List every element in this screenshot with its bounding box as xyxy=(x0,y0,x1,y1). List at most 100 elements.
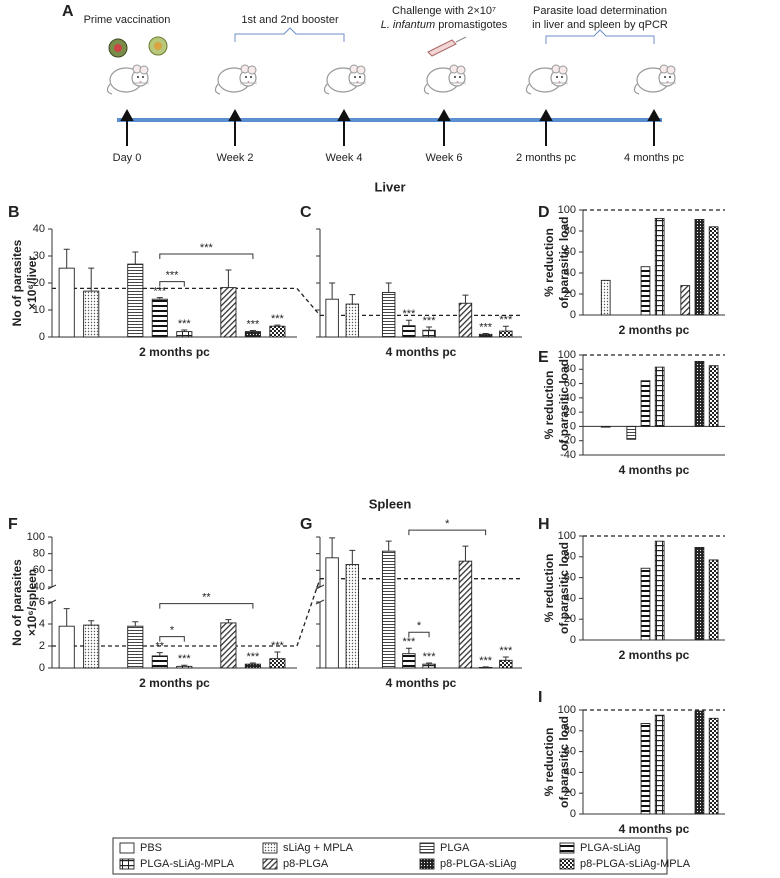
timeline-label: Prime vaccination xyxy=(84,14,171,26)
bar xyxy=(220,622,237,669)
x-axis-label: 4 months pc xyxy=(619,822,690,836)
significance: *** xyxy=(271,640,285,652)
panel-letter: A xyxy=(62,3,74,20)
bar xyxy=(325,557,339,669)
y-axis-label: % reduction xyxy=(542,728,556,797)
x-axis-label: 4 months pc xyxy=(386,345,457,359)
bracket-label: ** xyxy=(202,592,211,604)
bar xyxy=(381,292,396,338)
timepoint-label: Week 6 xyxy=(425,152,462,164)
bar xyxy=(640,567,651,641)
section-title: Spleen xyxy=(369,496,412,511)
vaccine-icon xyxy=(114,44,122,52)
bar xyxy=(680,285,691,316)
y-tick-label: 0 xyxy=(570,309,576,321)
arrow-head xyxy=(337,108,351,121)
timepoint-label: 2 months pc xyxy=(516,152,576,164)
bar xyxy=(708,365,719,427)
bar xyxy=(151,655,168,669)
y-axis-label: % reduction xyxy=(542,554,556,623)
legend: PBS sLiAg + MPLA PLGA PLGA-sLiAg PLGA-sLiAg-… xyxy=(119,842,691,870)
timeline-label: L. infantum promastigotes xyxy=(381,19,508,31)
chart: H 0 20 40 60 80 100% reduction of parasitic loa… xyxy=(538,516,725,662)
panel-letter: B xyxy=(8,204,20,221)
bar xyxy=(600,279,611,316)
chart: I 0 20 40 60 80 100% reduction of parasitic loa… xyxy=(538,689,725,836)
panel-letter: C xyxy=(300,204,312,221)
y-tick-label: 10 xyxy=(33,304,45,316)
y-tick-label: 100 xyxy=(558,530,576,542)
bar xyxy=(269,658,286,669)
legend-swatch xyxy=(262,858,278,870)
legend-label: PLGA xyxy=(440,842,470,854)
bar xyxy=(654,714,665,815)
arrow-head xyxy=(120,108,134,121)
error-bar xyxy=(88,620,95,626)
bar xyxy=(478,333,493,338)
y-tick-label: 40 xyxy=(564,392,576,404)
error-bar xyxy=(132,251,139,265)
error-bar xyxy=(63,248,70,269)
error-bar xyxy=(225,619,232,623)
bar xyxy=(478,667,493,669)
timeline-label: Parasite load determination xyxy=(533,5,667,17)
mouse-icon xyxy=(633,64,677,95)
bar xyxy=(58,267,75,338)
error-bar xyxy=(502,325,509,332)
bar xyxy=(708,717,719,815)
mouse-icon xyxy=(106,64,150,95)
significance: *** xyxy=(499,314,513,326)
bar xyxy=(345,564,360,669)
panel-letter: D xyxy=(538,204,550,221)
bar xyxy=(626,425,637,440)
bar xyxy=(640,723,651,815)
legend-swatch xyxy=(262,842,278,854)
bar xyxy=(325,298,339,338)
bracket xyxy=(159,636,185,642)
legend-swatch xyxy=(559,858,575,870)
bar xyxy=(708,226,719,316)
bar xyxy=(83,290,100,338)
significance: *** xyxy=(246,651,260,663)
bar xyxy=(127,263,144,338)
y-tick-label: 60 xyxy=(564,572,576,584)
arrow-head xyxy=(437,108,451,121)
legend-label: p8-PLGA xyxy=(283,858,329,870)
y-tick-label: 80 xyxy=(564,551,576,563)
significance: *** xyxy=(402,308,416,320)
mouse-icon xyxy=(423,64,467,95)
error-bar xyxy=(385,282,392,293)
y-tick-label: -20 xyxy=(560,435,576,447)
bracket xyxy=(159,253,254,260)
legend-label: PLGA-sLiAg xyxy=(580,842,641,854)
significance: *** xyxy=(178,318,192,330)
bar xyxy=(694,710,705,815)
significance: ** xyxy=(156,641,165,653)
mouse-icon xyxy=(323,64,367,95)
bar xyxy=(654,366,665,427)
bar xyxy=(600,425,611,428)
timepoint-label: Day 0 xyxy=(113,152,142,164)
y-tick-label: 40 xyxy=(33,223,45,235)
legend-label: PLGA-sLiAg-MPLA xyxy=(140,858,235,870)
y-tick-label: 40 xyxy=(564,766,576,778)
bar xyxy=(345,303,360,338)
timeline-label: Challenge with 2×10⁷ xyxy=(392,5,496,17)
y-axis-label: % reduction xyxy=(542,228,556,297)
legend-swatch xyxy=(119,858,135,870)
timeline-label: in liver and spleen by qPCR xyxy=(532,19,668,31)
bracket-label: * xyxy=(417,620,422,632)
significance: *** xyxy=(153,285,167,297)
significance: *** xyxy=(479,655,493,667)
x-axis-label: 4 months pc xyxy=(386,676,457,690)
x-axis-label: 2 months pc xyxy=(619,323,690,337)
error-bar xyxy=(249,662,256,665)
bar xyxy=(499,330,513,338)
y-tick-label: 100 xyxy=(27,531,45,543)
legend-label: sLiAg + MPLA xyxy=(283,842,354,854)
y-tick-label: 2 xyxy=(39,640,45,652)
chart: F 0 2 4 6 40 60 80 100 No of parasites ×10⁶/spleen… xyxy=(8,516,297,690)
y-tick-label: 0 xyxy=(39,662,45,674)
x-axis-label: 4 months pc xyxy=(619,463,690,477)
